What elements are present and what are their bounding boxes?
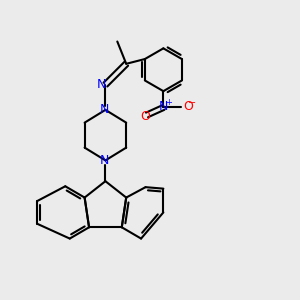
Text: N: N bbox=[100, 154, 109, 167]
Text: O: O bbox=[141, 110, 151, 123]
Text: O: O bbox=[183, 100, 193, 113]
Text: N: N bbox=[100, 103, 109, 116]
Text: +: + bbox=[165, 98, 172, 106]
Text: N: N bbox=[159, 100, 168, 113]
Text: N: N bbox=[97, 78, 106, 91]
Text: −: − bbox=[188, 98, 196, 108]
